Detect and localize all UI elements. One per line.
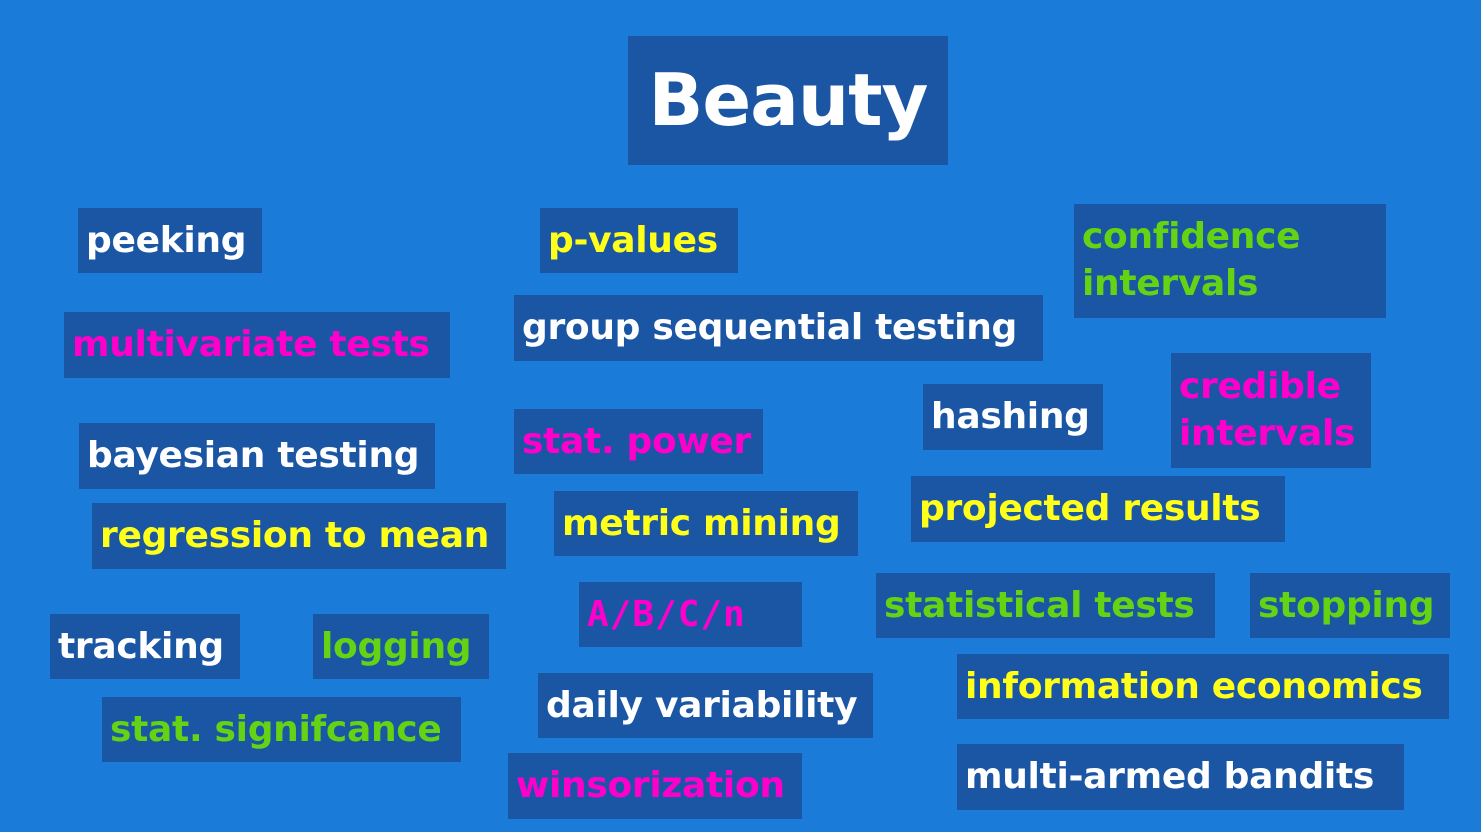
term-label: stat. power (522, 420, 751, 462)
slide-title-text: Beauty (648, 58, 929, 143)
term-hashing: hashing (923, 384, 1103, 450)
term-label: multi-armed bandits (965, 756, 1374, 798)
term-label: information economics (965, 665, 1423, 707)
term-group-sequential-testing: group sequential testing (514, 295, 1043, 361)
term-label: tracking (58, 625, 224, 667)
term-label: stopping (1258, 584, 1435, 626)
term-multivariate-tests: multivariate tests (64, 312, 450, 378)
term-label-line1: confidence (1082, 216, 1301, 258)
term-label: multivariate tests (72, 324, 430, 366)
term-daily-variability: daily variability (538, 673, 873, 738)
term-credible-intervals: credible intervals (1171, 353, 1371, 468)
term-confidence-intervals: confidence intervals (1074, 204, 1386, 318)
term-multi-armed-bandits: multi-armed bandits (957, 744, 1404, 810)
term-label: winsorization (516, 765, 785, 807)
term-peeking: peeking (78, 208, 262, 273)
term-logging: logging (313, 614, 489, 679)
term-metric-mining: metric mining (554, 491, 858, 556)
term-label: logging (321, 625, 472, 667)
term-label: p-values (548, 219, 718, 261)
term-tracking: tracking (50, 614, 240, 679)
term-stat-signifcance: stat. signifcance (102, 697, 461, 762)
term-winsorization: winsorization (508, 753, 802, 819)
term-label: daily variability (546, 684, 858, 726)
term-label-line2: intervals (1179, 412, 1356, 454)
term-abcn: A/B/C/n (579, 582, 802, 647)
term-projected-results: projected results (911, 476, 1285, 542)
term-label: group sequential testing (522, 307, 1017, 349)
slide-title: Beauty (628, 36, 948, 165)
term-p-values: p-values (540, 208, 738, 273)
term-stat-power: stat. power (514, 409, 763, 474)
term-label: metric mining (562, 502, 841, 544)
term-bayesian-testing: bayesian testing (79, 423, 435, 489)
term-label: stat. signifcance (110, 708, 442, 750)
term-label: regression to mean (100, 515, 490, 557)
term-label: hashing (931, 396, 1090, 438)
term-label-line1: credible (1179, 365, 1341, 407)
term-regression-to-mean: regression to mean (92, 503, 506, 569)
term-label: statistical tests (884, 584, 1195, 626)
term-label: projected results (919, 488, 1261, 530)
term-information-economics: information economics (957, 654, 1449, 719)
term-stopping: stopping (1250, 573, 1450, 638)
term-label: bayesian testing (87, 435, 420, 477)
term-statistical-tests: statistical tests (876, 573, 1215, 638)
term-label-line2: intervals (1082, 263, 1259, 304)
term-label: A/B/C/n (587, 593, 746, 635)
term-label: peeking (86, 219, 247, 261)
